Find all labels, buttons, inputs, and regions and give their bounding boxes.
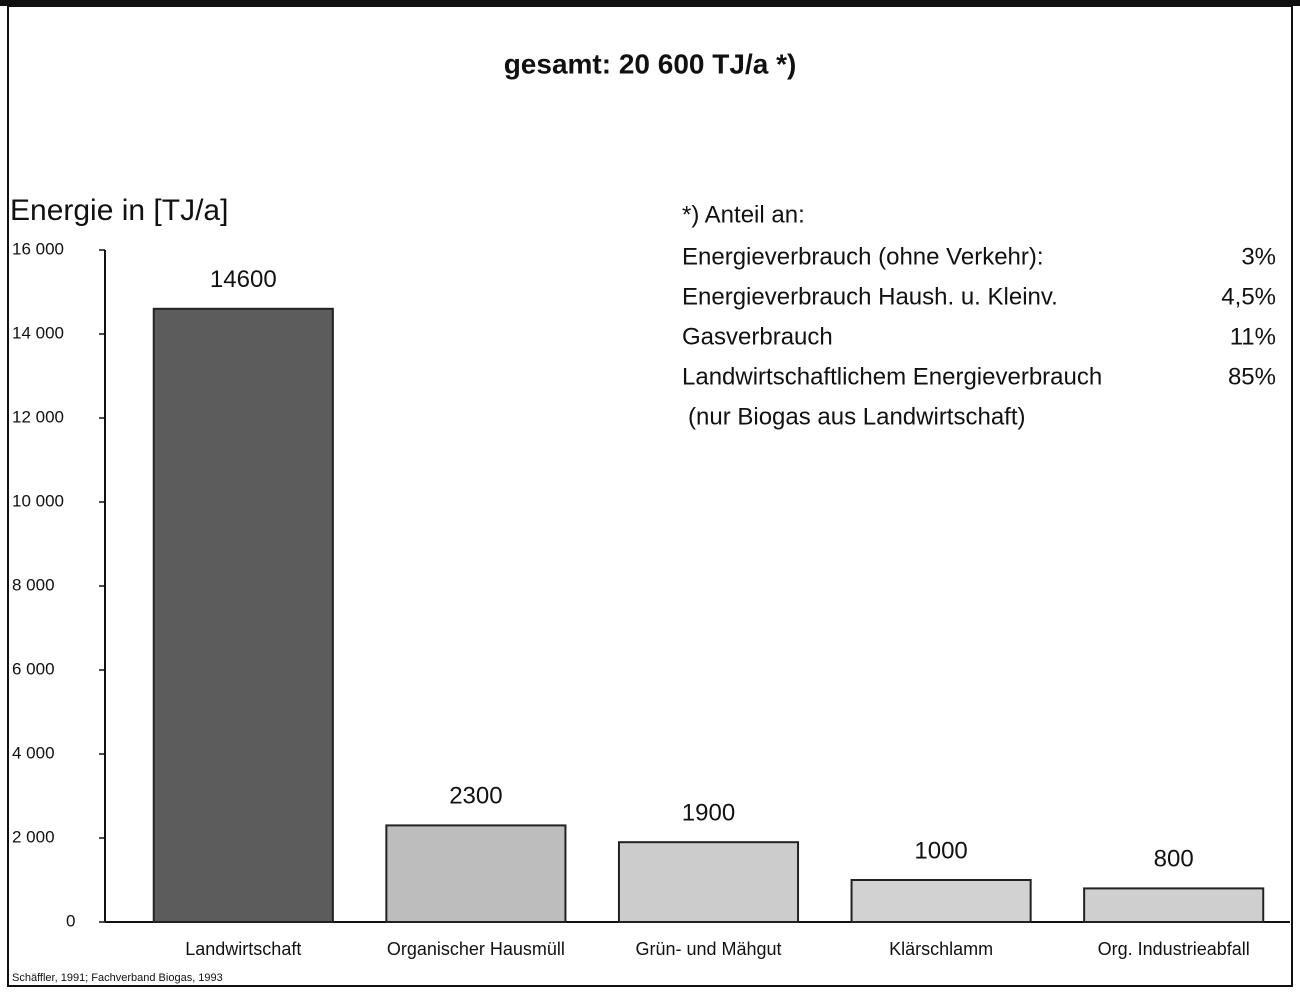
annotation-label: Energieverbrauch Haush. u. Kleinv. [682,283,1058,310]
bar [152,307,334,923]
annotation-value: 4,5% [1221,283,1276,310]
bar [1083,887,1265,924]
bar [617,841,800,924]
y-tick-label: 2 000 [12,827,55,846]
x-tick-label: Org. Industrieabfall [1098,939,1250,959]
annotation-label: Landwirtschaftlichem Energieverbrauch [682,363,1102,390]
annotation-value: 11% [1230,323,1276,350]
y-tick-label: 10 000 [12,491,64,510]
bar [850,879,1032,923]
source: Schäffler, 1991; Fachverband Biogas, 199… [12,972,223,984]
annotation-value: 85% [1228,363,1276,390]
value-label: 14600 [210,266,277,293]
y-tick-label: 14 000 [12,323,64,342]
y-tick-label: 0 [66,911,75,930]
top-edge [0,0,1300,6]
x-tick-label: Organischer Hausmüll [387,939,565,959]
y-tick-label: 16 000 [12,239,64,258]
annotation-label: Energieverbrauch (ohne Verkehr): [682,243,1044,270]
y-tick-label: 4 000 [12,743,55,762]
chart-title: gesamt: 20 600 TJ/a *) [504,48,797,79]
x-tick-label: Klärschlamm [889,939,993,959]
y-tick-label: 8 000 [12,575,55,594]
value-label: 1000 [914,837,967,864]
x-tick-label: Grün- und Mähgut [635,939,781,959]
y-tick-label: 12 000 [12,407,64,426]
value-label: 1900 [682,800,735,827]
y-axis-label: Energie in [TJ/a] [10,194,228,227]
bar [385,824,567,924]
y-tick-label: 6 000 [12,659,55,678]
annotation-heading: *) Anteil an: [682,201,805,228]
value-label: 2300 [449,783,502,810]
frame [7,5,1293,987]
annotation-label: Gasverbrauch [682,323,833,350]
value-label: 800 [1154,846,1194,873]
annotation-note: (nur Biogas aus Landwirtschaft) [688,403,1026,430]
annotation-value: 3% [1241,243,1276,270]
x-tick-label: Landwirtschaft [185,939,301,959]
